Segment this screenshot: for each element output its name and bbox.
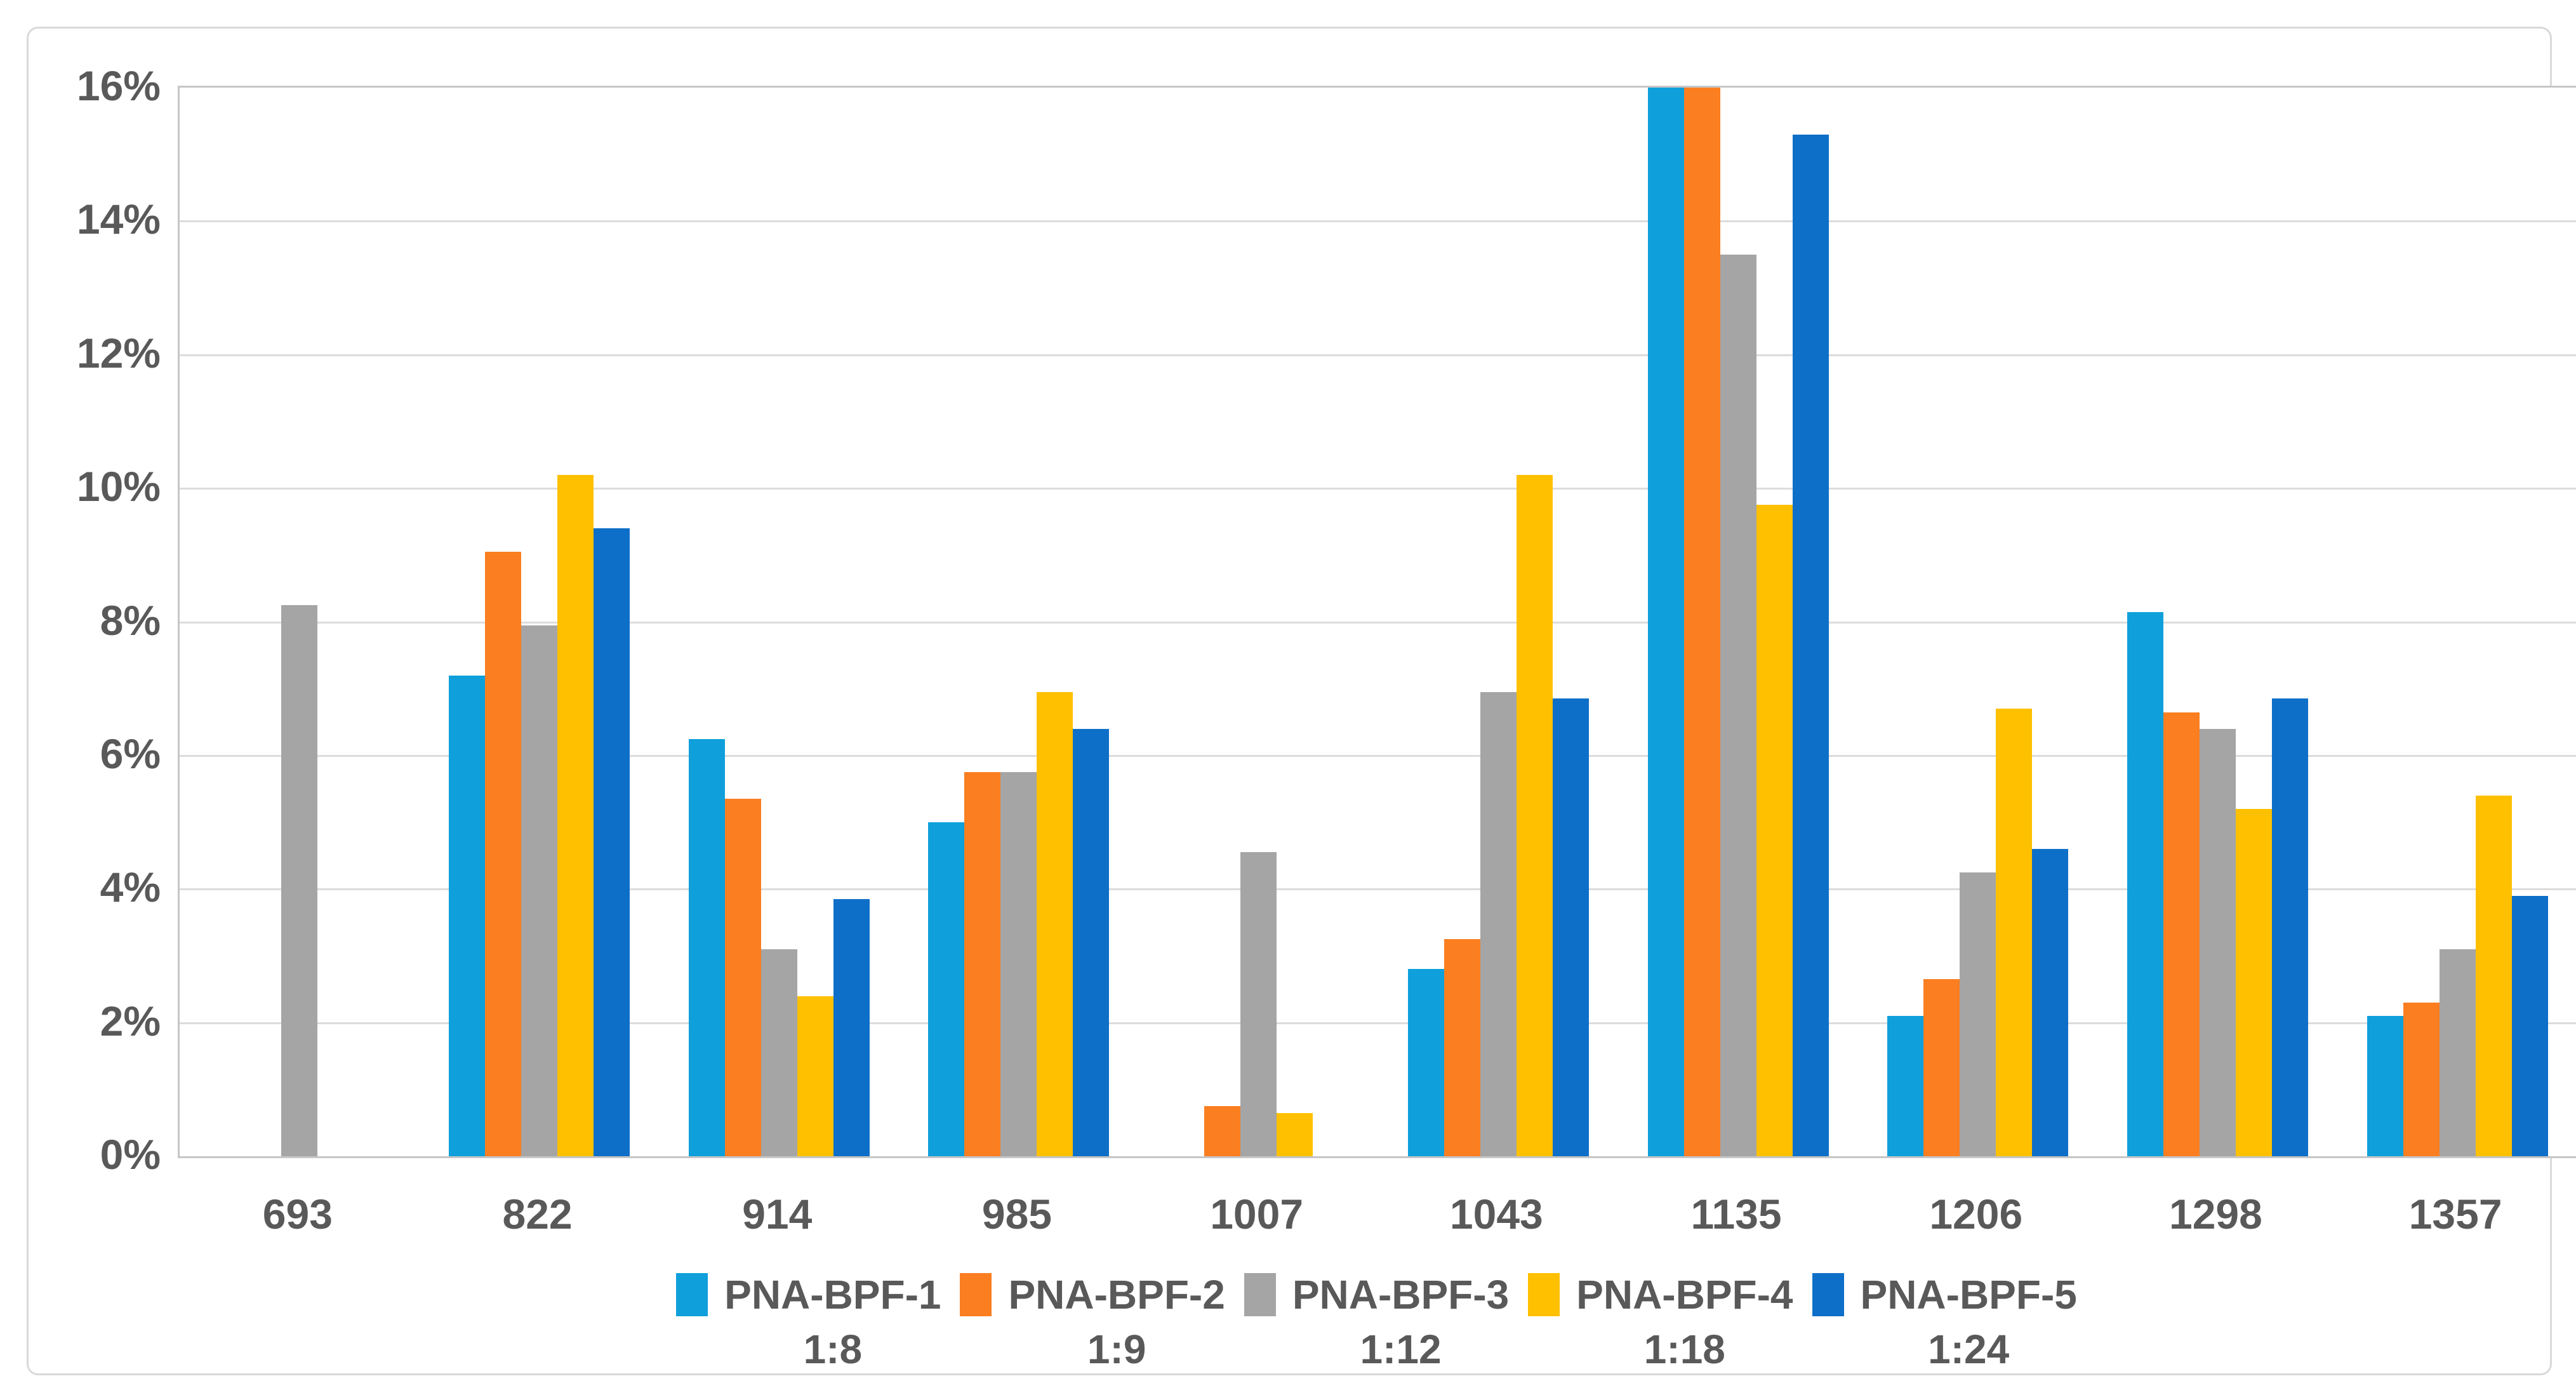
y-axis-label: 8% [100,596,161,644]
y-axis-label: 6% [100,730,161,777]
bar-PNA-BPF-2-1135 [1683,88,1720,1156]
bar-PNA-BPF-2-1357 [2403,1003,2440,1156]
legend-swatch-icon [1812,1273,1844,1316]
bar-PNA-BPF-5-1043 [1552,698,1589,1156]
y-axis-label: 2% [100,997,161,1045]
bar-PNA-BPF-1-822 [449,675,486,1156]
bar-PNA-BPF-1-1135 [1647,88,1684,1156]
bar-PNA-BPF-3-1357 [2439,949,2476,1156]
y-axis-label: 4% [100,864,161,911]
legend-entry: PNA-BPF-5 [1812,1272,2077,1318]
bar-PNA-BPF-1-985 [928,822,965,1156]
x-axis-label: 1357 [2408,1191,2502,1238]
bar-PNA-BPF-2-985 [964,772,1001,1156]
legend-swatch-icon [1528,1273,1560,1316]
bar-PNA-BPF-2-1206 [1923,979,1960,1156]
legend-item-PNA-BPF-5: PNA-BPF-5 1:24 [1812,1272,2077,1372]
bar-PNA-BPF-4-1298 [2235,809,2272,1156]
bar-PNA-BPF-5-1135 [1792,134,1829,1156]
chart-frame: 0% 2% 4% 6% 8% 10% 12% 14% 16% 693 822 914 985 1007 1… [27,27,2576,1375]
x-axis-label: 1007 [1210,1191,1304,1238]
x-axis-label: 1135 [1690,1191,1782,1238]
bar-PNA-BPF-3-914 [760,949,797,1156]
gridline [180,1022,2576,1024]
bar-PNA-BPF-4-1007 [1277,1112,1313,1156]
legend-series-ratio: 1:24 [1928,1326,2010,1372]
bar-PNA-BPF-4-1135 [1756,505,1793,1156]
bar-PNA-BPF-4-1357 [2475,796,2512,1156]
gridline [180,621,2576,624]
x-axis-label: 693 [262,1191,333,1238]
legend-swatch-icon [960,1273,992,1316]
legend-series-name: PNA-BPF-2 [1008,1272,1225,1318]
legend-series-ratio: 1:8 [803,1326,863,1372]
x-axis-label: 1043 [1449,1191,1543,1238]
gridline [180,488,2576,490]
bar-PNA-BPF-5-1357 [2511,895,2548,1156]
legend-series-ratio: 1:12 [1360,1326,1442,1372]
bar-PNA-BPF-2-1043 [1444,939,1480,1156]
bar-PNA-BPF-3-822 [521,625,558,1156]
legend-entry: PNA-BPF-3 [1244,1272,1509,1318]
legend-entry: PNA-BPF-2 [960,1272,1225,1318]
bar-PNA-BPF-2-822 [485,552,522,1156]
gridline [180,220,2576,223]
bar-PNA-BPF-5-1298 [2271,698,2308,1156]
legend-swatch-icon [676,1273,708,1316]
legend-entry: PNA-BPF-4 [1528,1272,1793,1318]
legend-series-name: PNA-BPF-4 [1576,1272,1793,1318]
bar-PNA-BPF-5-822 [594,528,630,1156]
legend-series-name: PNA-BPF-1 [724,1272,941,1318]
gridline [180,888,2576,891]
legend-series-name: PNA-BPF-5 [1860,1272,2077,1318]
bar-PNA-BPF-1-914 [688,738,725,1156]
bar-PNA-BPF-4-985 [1037,691,1073,1156]
legend-item-PNA-BPF-4: PNA-BPF-4 1:18 [1528,1272,1793,1372]
bar-PNA-BPF-2-914 [724,799,761,1156]
legend-item-PNA-BPF-2: PNA-BPF-2 1:9 [960,1272,1225,1372]
bar-PNA-BPF-2-1298 [2163,712,2200,1156]
legend: PNA-BPF-1 1:8 PNA-BPF-2 1:9 PNA-BPF-3 1:12 PNA… [178,1272,2575,1372]
bar-PNA-BPF-3-1135 [1720,254,1756,1156]
legend-series-name: PNA-BPF-3 [1292,1272,1510,1318]
bar-PNA-BPF-4-1043 [1516,475,1553,1156]
x-axis-label: 985 [981,1191,1052,1238]
bar-PNA-BPF-5-914 [833,899,870,1156]
bar-PNA-BPF-3-1043 [1480,691,1517,1156]
bar-PNA-BPF-5-985 [1073,728,1110,1156]
legend-entry: PNA-BPF-1 [676,1272,941,1318]
x-axis-label: 822 [502,1191,573,1238]
plot-area [178,86,2576,1158]
y-axis-label: 10% [76,463,161,511]
x-axis-label: 914 [742,1191,813,1238]
gridline [180,754,2576,757]
bar-PNA-BPF-3-1007 [1240,852,1277,1156]
legend-item-PNA-BPF-1: PNA-BPF-1 1:8 [676,1272,941,1372]
legend-item-PNA-BPF-3: PNA-BPF-3 1:12 [1244,1272,1509,1372]
legend-swatch-icon [1244,1273,1276,1316]
gridline [180,354,2576,356]
legend-series-ratio: 1:18 [1643,1326,1725,1372]
bar-PNA-BPF-5-1206 [2032,849,2069,1156]
bar-PNA-BPF-1-1298 [2127,611,2163,1156]
bar-PNA-BPF-1-1043 [1407,969,1444,1156]
bar-PNA-BPF-1-1357 [2367,1016,2403,1156]
y-axis-label: 0% [100,1131,161,1178]
y-axis-label: 16% [76,62,161,109]
x-axis-label: 1298 [2169,1191,2262,1238]
bar-PNA-BPF-3-985 [1000,772,1037,1156]
bar-PNA-BPF-4-822 [557,475,594,1156]
x-axis-label: 1206 [1929,1191,2023,1238]
legend-series-ratio: 1:9 [1087,1326,1146,1372]
bar-PNA-BPF-3-1206 [1960,872,1996,1156]
bar-PNA-BPF-2-1007 [1204,1106,1241,1156]
bar-PNA-BPF-3-693 [281,605,318,1156]
y-axis-label: 12% [76,329,161,377]
bar-PNA-BPF-4-914 [797,996,833,1156]
bar-PNA-BPF-1-1206 [1887,1016,1924,1156]
y-axis-label: 14% [76,196,161,243]
bar-PNA-BPF-3-1298 [2199,728,2236,1156]
bar-PNA-BPF-4-1206 [1996,709,2033,1156]
